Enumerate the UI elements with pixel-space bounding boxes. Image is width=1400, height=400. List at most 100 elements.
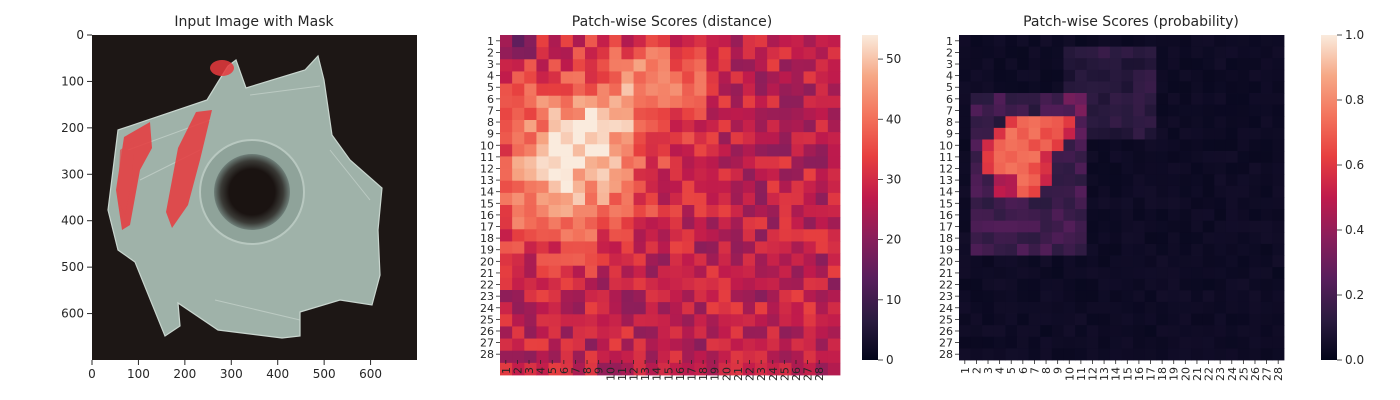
heatmap-cell (1144, 220, 1157, 233)
heatmap-cell (755, 144, 768, 157)
heatmap-cell (1179, 185, 1192, 198)
heatmap-cell (500, 265, 513, 279)
heatmap-cell (982, 127, 995, 140)
heatmap-cell (827, 83, 841, 97)
heatmap-cell (706, 362, 719, 376)
heatmap-cell (512, 180, 525, 194)
heatmap-cell (512, 132, 525, 145)
heatmap-cell (1121, 278, 1134, 291)
heatmap-cell (670, 156, 683, 169)
heatmap-cell (512, 229, 525, 242)
heatmap-cell (982, 81, 995, 94)
heatmap-cell (609, 302, 622, 315)
heatmap-cell (657, 217, 671, 230)
heatmap-cell (1086, 255, 1099, 268)
heatmap-cell (706, 156, 719, 169)
heatmap-cell (512, 241, 525, 254)
y-tick-label: 27 (480, 337, 494, 350)
heatmap-cell (1272, 267, 1285, 280)
heatmap-cell (1063, 58, 1076, 71)
heatmap-cell (1121, 232, 1134, 245)
heatmap-cell (982, 301, 995, 314)
heatmap-cell (682, 95, 695, 109)
heatmap-cell (815, 314, 829, 327)
heatmap-cell (633, 350, 647, 364)
heatmap-cell (621, 180, 634, 194)
heatmap-cell (982, 197, 995, 210)
heatmap-cell (1051, 93, 1064, 106)
heatmap-cell (1191, 290, 1204, 303)
heatmap-cell (1179, 209, 1192, 222)
heatmap-cell (1086, 46, 1099, 59)
heatmap-cell (645, 362, 659, 376)
heatmap-cell (1179, 255, 1192, 268)
heatmap-cell (536, 59, 549, 72)
heatmap-cell (1156, 58, 1169, 71)
y-tick-label: 16 (939, 209, 953, 222)
heatmap-cell (1237, 209, 1250, 222)
heatmap-cell (1249, 58, 1262, 71)
heatmap-cell (585, 156, 598, 169)
heatmap-cell (560, 302, 574, 315)
heatmap-cell (1202, 116, 1215, 129)
heatmap-cell (1028, 348, 1041, 361)
heatmap-cell (512, 47, 525, 60)
heatmap-cell (645, 144, 659, 157)
heatmap-cell (959, 209, 972, 222)
y-tick-label: 17 (480, 221, 494, 234)
heatmap-cell (512, 217, 525, 230)
heatmap-cell (500, 156, 513, 169)
heatmap-cell (1191, 185, 1204, 198)
heatmap-cell (706, 265, 719, 279)
heatmap-cell (1144, 46, 1157, 59)
heatmap-cell (1167, 290, 1180, 303)
heatmap-cell (779, 71, 792, 84)
heatmap-cell (1191, 197, 1204, 210)
heatmap-cell (1202, 278, 1215, 291)
heatmap-cell (1098, 81, 1111, 94)
heatmap-cell (645, 47, 659, 60)
heatmap-cell (803, 205, 817, 218)
heatmap-cell (1156, 151, 1169, 164)
heatmap-cell (1191, 69, 1204, 82)
heatmap-cell (1191, 348, 1204, 361)
heatmap-cell (1121, 220, 1134, 233)
heatmap-cell (767, 265, 780, 279)
heatmap-cell (1040, 174, 1053, 187)
heatmap-cell (779, 205, 792, 218)
heatmap-cell (982, 325, 995, 338)
heatmap-cell (803, 277, 817, 291)
heatmap-cell (621, 71, 634, 84)
heatmap-cell (1191, 116, 1204, 129)
heatmap-cell (1040, 139, 1053, 152)
heatmap-cell (1144, 185, 1157, 198)
heatmap-cell (1133, 174, 1146, 187)
heatmap-cell (755, 95, 768, 109)
heatmap-cell (1109, 209, 1122, 222)
y-tick-label: 21 (480, 267, 494, 280)
panel-distance-heatmap: Patch-wise Scores (distance) 12345678910… (480, 14, 901, 381)
heatmap-cell (827, 302, 841, 315)
heatmap-cell (1214, 301, 1227, 314)
heatmap-cell (959, 116, 972, 129)
heatmap-cell (1040, 348, 1053, 361)
heatmap-cell (706, 47, 719, 60)
y-tick-label: 21 (939, 267, 953, 280)
heatmap-cell (1133, 104, 1146, 117)
heatmap-cell (982, 232, 995, 245)
x-tick-label: 3 (523, 367, 536, 374)
heatmap-cell (524, 107, 537, 121)
heatmap-cell (815, 192, 829, 206)
heatmap-cell (815, 144, 829, 157)
heatmap-cell (1051, 301, 1064, 314)
heatmap-cell (1133, 301, 1146, 314)
heatmap-cell (1272, 336, 1285, 349)
heatmap-cell (682, 180, 695, 194)
heatmap-cell (536, 35, 549, 48)
heatmap-cell (1017, 301, 1030, 314)
heatmap-cell (548, 229, 562, 242)
heatmap-cell (1225, 104, 1238, 117)
heatmap-cell (1086, 174, 1099, 187)
heatmap-cell (1098, 220, 1111, 233)
heatmap-cell (1260, 58, 1273, 71)
